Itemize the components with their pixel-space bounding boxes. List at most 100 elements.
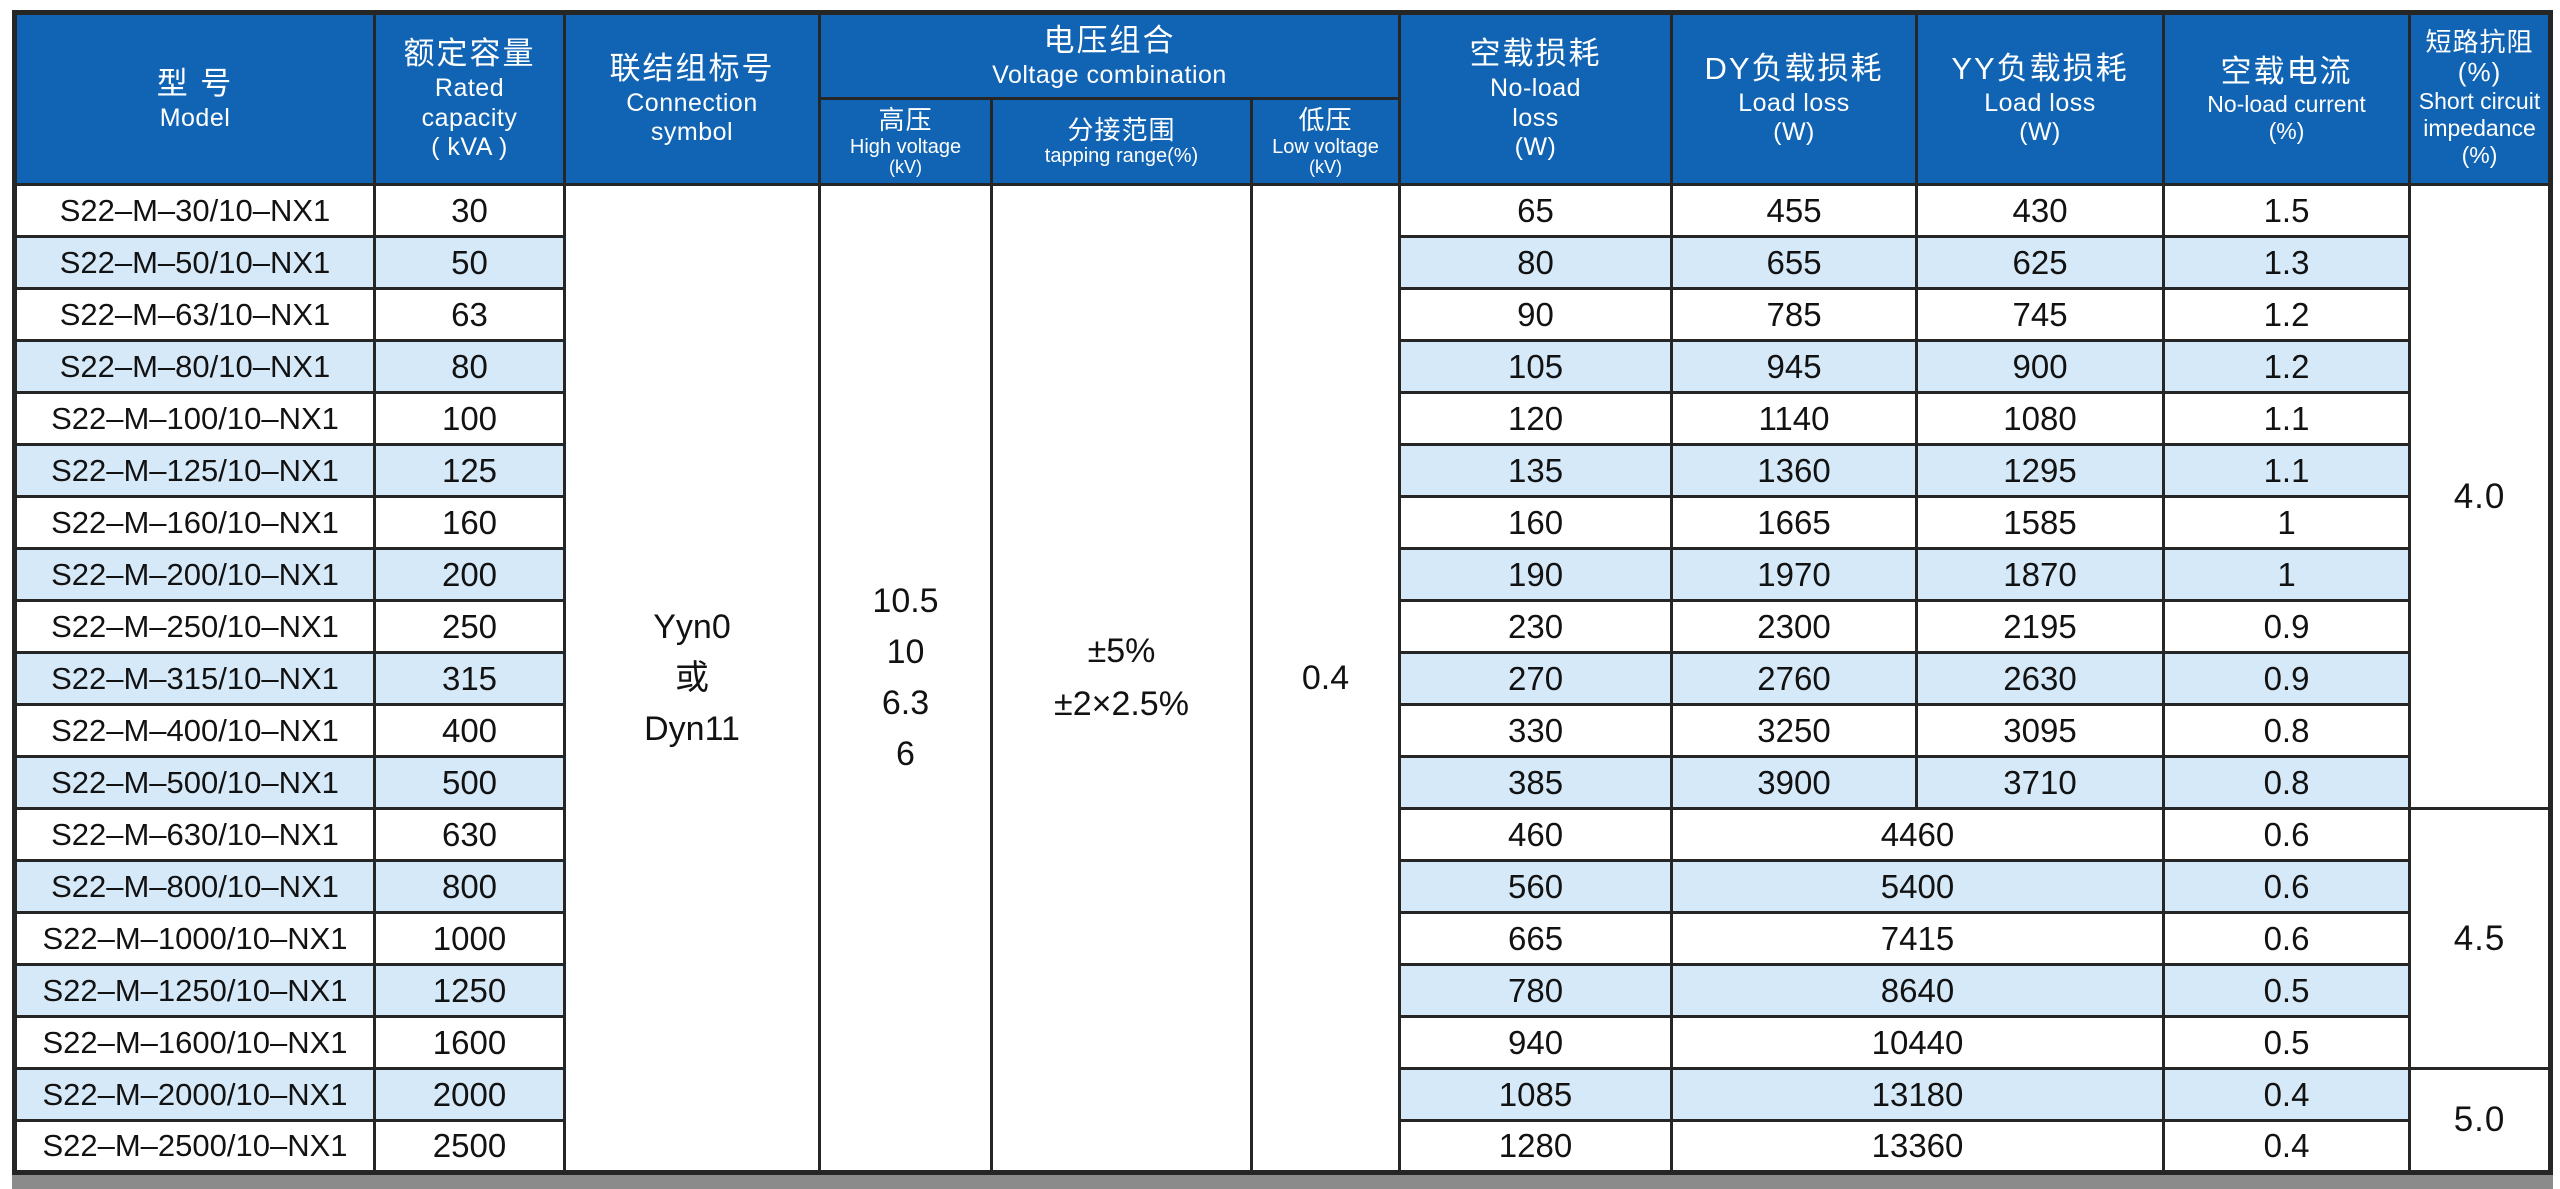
model-cell: S22–M–63/10–NX1 xyxy=(13,287,376,342)
no-load-loss-cell: 270 xyxy=(1398,651,1674,706)
header-no-load-loss-en1: No-load xyxy=(1489,74,1582,103)
no-load-current-cell: 0.8 xyxy=(2162,755,2412,810)
capacity-cell: 125 xyxy=(373,443,566,498)
table-row: S22–M–630/10–NX1 630 460 4460 0.6 4.5 xyxy=(13,807,2553,1070)
model-cell: S22–M–50/10–NX1 xyxy=(13,235,376,290)
header-tapping-range-en: tapping range(%) xyxy=(1044,145,1199,168)
model-cell: S22–M–800/10–NX1 xyxy=(13,859,376,914)
yy-load-loss-cell: 3095 xyxy=(1915,703,2166,758)
dy-load-loss-cell: 2760 xyxy=(1670,651,1919,706)
no-load-current-cell: 1.2 xyxy=(2162,287,2412,342)
high-voltage-line: 6 xyxy=(896,735,915,773)
no-load-current-cell: 1.5 xyxy=(2162,183,2412,238)
header-yy-load-loss-zh: YY负载损耗 xyxy=(1951,51,2129,87)
header-yy-load-loss-en: Load loss xyxy=(1984,88,2096,117)
col-header-tapping-range: 分接范围 tapping range(%) xyxy=(990,97,1253,186)
no-load-current-cell: 1 xyxy=(2162,495,2412,550)
table-row: S22–M–50/10–NX1 50 80 655 625 1.3 xyxy=(13,235,2551,290)
header-row-group: 型 号 Model 额定容量 Rated capacity ( kVA ) 联结… xyxy=(13,11,2553,186)
header-connection-en1: Connection xyxy=(626,88,758,117)
dy-load-loss-cell: 655 xyxy=(1670,235,1919,290)
tapping-range-line: ±2×2.5% xyxy=(1054,684,1189,723)
model-cell: S22–M–125/10–NX1 xyxy=(13,443,376,498)
no-load-current-cell: 0.9 xyxy=(2162,599,2412,654)
load-loss-merged-cell: 5400 xyxy=(1670,859,2166,914)
no-load-loss-cell: 1280 xyxy=(1398,1119,1674,1174)
tapping-range-cell: ±5% ±2×2.5% xyxy=(990,183,1253,1174)
header-tapping-range-zh: 分接范围 xyxy=(1067,114,1176,145)
load-loss-merged-cell: 13180 xyxy=(1670,1067,2166,1122)
col-header-high-voltage: 高压 High voltage (kV) xyxy=(818,97,993,186)
no-load-loss-cell: 1085 xyxy=(1398,1067,1674,1122)
header-impedance-zh: 短路抗阻(%) xyxy=(2425,27,2534,88)
header-model-zh: 型 号 xyxy=(156,65,234,101)
yy-load-loss-cell: 2195 xyxy=(1915,599,2166,654)
table-row: S22–M–1250/10–NX1 1250 780 8640 0.5 xyxy=(13,963,2551,1018)
header-capacity-en2: capacity xyxy=(421,103,518,132)
header-no-load-loss-zh: 空载损耗 xyxy=(1469,36,1602,72)
table-row: S22–M–2500/10–NX1 2500 1280 13360 0.4 xyxy=(13,1119,2551,1174)
header-no-load-current-zh: 空载电流 xyxy=(2220,53,2353,89)
dy-load-loss-cell: 1970 xyxy=(1670,547,1919,602)
no-load-current-cell: 0.5 xyxy=(2162,963,2412,1018)
col-header-dy-load-loss: DY负载损耗 Load loss (W) xyxy=(1670,11,1919,186)
capacity-cell: 2500 xyxy=(373,1119,566,1174)
col-header-connection: 联结组标号 Connection symbol xyxy=(563,11,821,186)
no-load-loss-cell: 65 xyxy=(1398,183,1674,238)
header-low-voltage-en: Low voltage xyxy=(1272,136,1379,158)
no-load-current-cell: 0.6 xyxy=(2162,911,2412,966)
col-header-impedance: 短路抗阻(%) Short circuit impedance (%) xyxy=(2408,11,2553,186)
dy-load-loss-cell: 785 xyxy=(1670,287,1919,342)
yy-load-loss-cell: 1080 xyxy=(1915,391,2166,446)
tapping-range-line: ±5% xyxy=(1087,631,1156,670)
header-no-load-loss-en2: loss xyxy=(1512,103,1559,132)
capacity-cell: 1250 xyxy=(373,963,566,1018)
dy-load-loss-cell: 945 xyxy=(1670,339,1919,394)
capacity-cell: 500 xyxy=(373,755,566,810)
header-dy-load-loss-unit: (W) xyxy=(1773,118,1815,147)
col-header-yy-load-loss: YY负载损耗 Load loss (W) xyxy=(1915,11,2166,186)
dy-load-loss-cell: 455 xyxy=(1670,183,1919,238)
header-connection-zh: 联结组标号 xyxy=(609,51,775,87)
yy-load-loss-cell: 1295 xyxy=(1915,443,2166,498)
table-row: S22–M–315/10–NX1 315 270 2760 2630 0.9 xyxy=(13,651,2551,706)
no-load-current-cell: 0.6 xyxy=(2162,807,2412,862)
impedance-cell: 5.0 xyxy=(2408,1067,2553,1174)
no-load-loss-cell: 665 xyxy=(1398,911,1674,966)
model-cell: S22–M–1000/10–NX1 xyxy=(13,911,376,966)
yy-load-loss-cell: 430 xyxy=(1915,183,2166,238)
table-row: S22–M–200/10–NX1 200 190 1970 1870 1 xyxy=(13,547,2551,602)
load-loss-merged-cell: 7415 xyxy=(1670,911,2166,966)
yy-load-loss-cell: 625 xyxy=(1915,235,2166,290)
header-row-sub: 高压 High voltage (kV) 分接范围 tapping range(… xyxy=(15,97,2551,186)
no-load-current-cell: 1.1 xyxy=(2162,443,2412,498)
model-cell: S22–M–500/10–NX1 xyxy=(13,755,376,810)
no-load-current-cell: 0.8 xyxy=(2162,703,2412,758)
no-load-loss-cell: 230 xyxy=(1398,599,1674,654)
header-impedance-en1: Short circuit xyxy=(2418,88,2541,115)
header-yy-load-loss-unit: (W) xyxy=(2019,118,2061,147)
table-row: S22–M–1000/10–NX1 1000 665 7415 0.6 xyxy=(13,911,2551,966)
header-voltage-group-en: Voltage combination xyxy=(992,60,1227,89)
model-cell: S22–M–160/10–NX1 xyxy=(13,495,376,550)
header-impedance-unit: (%) xyxy=(2461,142,2498,169)
transformer-spec-table: 型 号 Model 额定容量 Rated capacity ( kVA ) 联结… xyxy=(12,10,2554,1175)
high-voltage-line: 6.3 xyxy=(881,684,930,722)
no-load-loss-cell: 190 xyxy=(1398,547,1674,602)
capacity-cell: 400 xyxy=(373,703,566,758)
no-load-loss-cell: 460 xyxy=(1398,807,1674,862)
header-low-voltage-unit: (kV) xyxy=(1309,157,1342,177)
table-row: S22–M–63/10–NX1 63 90 785 745 1.2 xyxy=(13,287,2551,342)
no-load-current-cell: 0.9 xyxy=(2162,651,2412,706)
table-row: S22–M–30/10–NX1 30 Yyn0 或 Dyn11 10.5 10 … xyxy=(13,183,2553,1174)
high-voltage-line: 10.5 xyxy=(872,582,939,620)
header-no-load-current-unit: (%) xyxy=(2268,118,2305,145)
header-high-voltage-unit: (kV) xyxy=(889,157,922,177)
model-cell: S22–M–2000/10–NX1 xyxy=(13,1067,376,1122)
capacity-cell: 160 xyxy=(373,495,566,550)
capacity-cell: 2000 xyxy=(373,1067,566,1122)
model-cell: S22–M–200/10–NX1 xyxy=(13,547,376,602)
dy-load-loss-cell: 3900 xyxy=(1670,755,1919,810)
header-high-voltage-zh: 高压 xyxy=(878,105,933,136)
model-cell: S22–M–250/10–NX1 xyxy=(13,599,376,654)
